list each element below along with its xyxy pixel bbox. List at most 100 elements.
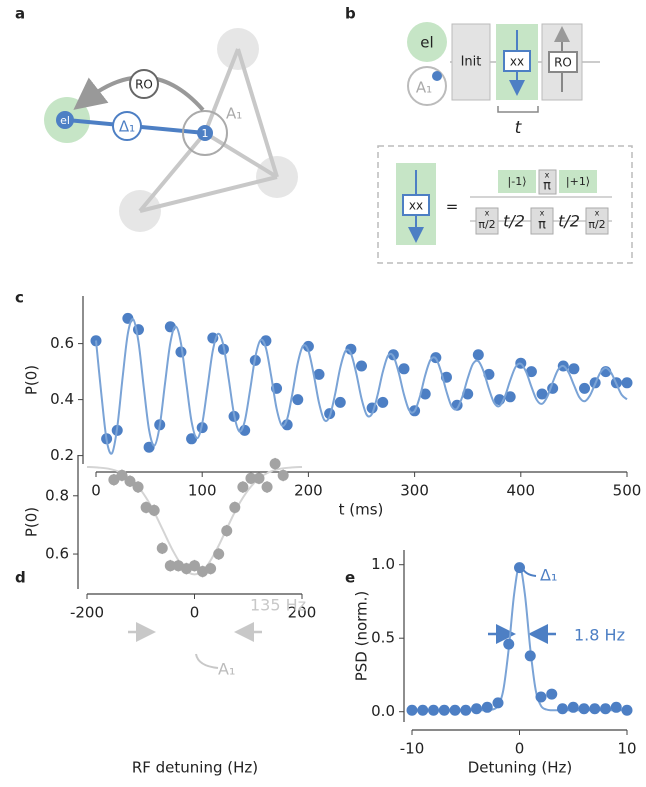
pulse-axis: x [485, 209, 490, 218]
data-point [345, 343, 357, 355]
data-point [356, 360, 367, 372]
data-point [449, 704, 461, 716]
panel-label: d [15, 569, 26, 587]
fit-line [95, 318, 628, 455]
x-tick-label: 500 [613, 482, 642, 500]
data-point [535, 691, 547, 703]
data-point [492, 697, 504, 709]
init-block: Init [461, 55, 482, 70]
time-label: t [515, 118, 523, 138]
y-tick-label: 0.6 [45, 545, 69, 563]
x-tick-label: 400 [506, 482, 535, 500]
data-point [417, 704, 429, 716]
data-point [156, 542, 168, 554]
x-axis-label: Detuning (Hz) [468, 759, 573, 777]
data-point [313, 368, 325, 380]
data-point [610, 701, 622, 713]
x-tick-label: 200 [288, 604, 317, 622]
x-tick-label: 0 [190, 604, 200, 622]
panel-label: c [15, 289, 24, 307]
x-tick-label: 200 [294, 482, 323, 500]
data-point [269, 458, 281, 470]
annotation: Δ₁ [540, 566, 557, 585]
data-point [567, 701, 579, 713]
electron-label: el [420, 34, 433, 52]
data-point [524, 650, 536, 662]
data-point [504, 391, 516, 403]
y-tick-label: 0.0 [371, 702, 395, 720]
data-point [116, 469, 128, 481]
x-axis-label: RF detuning (Hz) [132, 759, 258, 777]
pulse: π [543, 179, 551, 194]
pulse-axis: x [545, 171, 550, 180]
data-point [221, 525, 233, 537]
data-point [481, 701, 493, 713]
data-point [578, 703, 590, 715]
annotation: 1.8 Hz [574, 626, 625, 645]
state: |+1⟩ [566, 175, 590, 188]
readout-block: RO [554, 56, 572, 70]
pulse-axis: x [540, 209, 545, 218]
panel-label: e [345, 569, 355, 587]
data-point [205, 563, 217, 575]
nucleus-label: A₁ [226, 105, 242, 123]
data-point [148, 504, 160, 516]
x-tick-label: 0 [91, 482, 101, 500]
data-point [281, 419, 293, 431]
data-point [189, 560, 200, 572]
diagram-b: el A₁ Init xx RO t xx = |-1⟩ x π |+1⟩ x … [377, 22, 633, 264]
nucleus-index: 1 [202, 127, 209, 140]
data-point [438, 704, 450, 716]
pulse-axis: x [595, 209, 600, 218]
data-point [579, 382, 591, 394]
nucleus-label: A₁ [416, 79, 432, 97]
data-point [557, 703, 568, 715]
data-point [229, 501, 241, 513]
data-point [589, 703, 601, 715]
y-tick-label: 0.6 [50, 334, 74, 352]
state: |-1⟩ [508, 175, 527, 188]
wait: t/2 [503, 212, 525, 231]
data-point [568, 363, 580, 375]
y-axis-label: P(0) [23, 507, 41, 537]
data-point [377, 396, 389, 408]
data-point [302, 340, 314, 352]
data-point [514, 562, 525, 574]
data-point [419, 388, 431, 400]
x-tick-label: 10 [617, 740, 636, 758]
data-point [406, 704, 418, 716]
equals: = [446, 198, 459, 216]
data-point [472, 349, 484, 361]
x-tick-label: 100 [188, 482, 217, 500]
xx-block: xx [409, 199, 423, 213]
y-tick-label: 1.0 [371, 555, 395, 573]
x-tick-label: 300 [400, 482, 429, 500]
data-point [164, 560, 176, 572]
electron-label: el [60, 114, 70, 127]
data-point [471, 703, 482, 715]
data-point [260, 335, 272, 347]
xx-block: xx [510, 55, 524, 69]
data-point [132, 481, 144, 493]
data-point [525, 366, 537, 378]
data-point [261, 481, 273, 493]
data-point [277, 469, 289, 481]
x-tick-label: -200 [70, 604, 104, 622]
leader [195, 653, 219, 669]
data-point [536, 388, 548, 400]
diagram-a: 1 A₁ el Δ₁ RO [44, 28, 298, 232]
data-point [175, 346, 187, 358]
data-point [546, 688, 558, 700]
coupling-label: Δ₁ [119, 118, 135, 136]
y-axis-label: PSD (norm.) [353, 591, 371, 682]
data-point [237, 481, 249, 493]
data-point [334, 396, 346, 408]
x-axis-label: t (ms) [339, 501, 384, 519]
data-point [460, 704, 472, 716]
readout-label: RO [135, 78, 153, 92]
x-tick-label: -10 [400, 740, 425, 758]
y-axis-label: P(0) [23, 365, 41, 395]
pulse: π/2 [478, 218, 495, 231]
data-point [621, 704, 633, 716]
